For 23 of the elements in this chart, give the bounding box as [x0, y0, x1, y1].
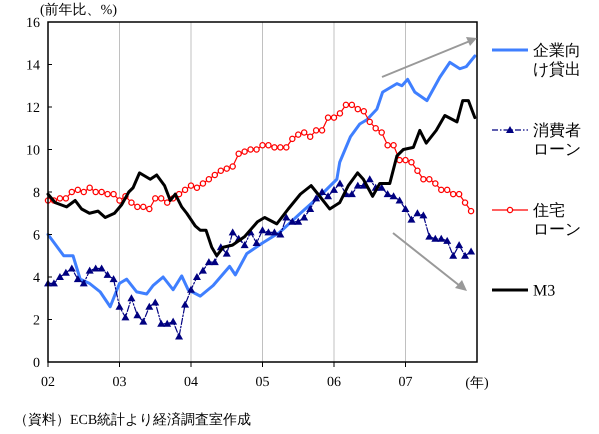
- x-tick-label: 06: [327, 375, 341, 390]
- y-tick-label: 16: [26, 16, 40, 31]
- x-tick-label: 04: [184, 375, 198, 390]
- text: （資料）ECB統計より経済調査室作成: [14, 412, 252, 428]
- y-tick-label: 14: [26, 58, 40, 74]
- legend-label: 企業向け貸出: [533, 42, 581, 79]
- y-axis-title: (前年比、%): [40, 2, 118, 18]
- x-tick-label: 02: [41, 375, 55, 390]
- legend-label: 住宅ローン: [532, 202, 581, 239]
- line-series: [46, 54, 476, 308]
- y-tick-label: 6: [33, 228, 40, 244]
- legend-label: M3: [533, 282, 556, 300]
- x-tick-label: 07: [398, 375, 412, 390]
- y-tick-label: 10: [26, 143, 40, 158]
- y-tick-label: 8: [33, 186, 40, 201]
- y-tick-label: 12: [26, 100, 40, 116]
- y-tick-label: 2: [33, 313, 40, 328]
- y-tick-label: 4: [33, 270, 40, 286]
- legend-label: 消費者ローン: [533, 122, 581, 159]
- x-tick-label: 03: [112, 375, 126, 390]
- y-tick-label: 0: [33, 356, 40, 371]
- x-tick-label: 05: [256, 375, 270, 390]
- x-axis-title: (年): [465, 375, 489, 391]
